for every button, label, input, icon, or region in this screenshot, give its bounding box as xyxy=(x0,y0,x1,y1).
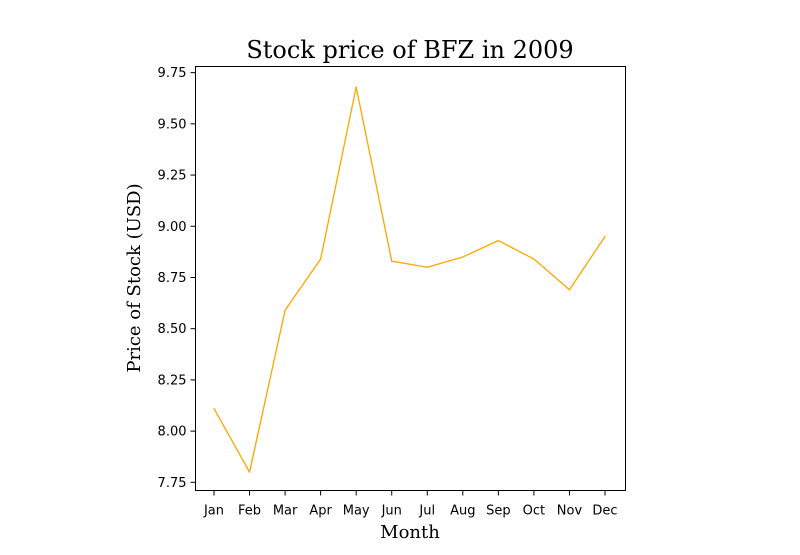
x-tick-label: Nov xyxy=(557,504,583,519)
data-point-nov xyxy=(568,289,571,291)
x-axis-label: Month xyxy=(380,522,440,543)
x-tick-label: May xyxy=(343,504,370,519)
y-tick-label: 9.50 xyxy=(158,117,187,132)
data-point-aug xyxy=(462,256,464,258)
data-point-jul xyxy=(426,266,428,268)
y-axis-label: Price of Stock (USD) xyxy=(124,183,145,372)
chart-title: Stock price of BFZ in 2009 xyxy=(246,36,573,64)
y-tick-label: 8.75 xyxy=(158,271,187,286)
y-tick-label: 9.25 xyxy=(158,169,187,184)
x-tick-label: Jan xyxy=(203,504,224,519)
series-line xyxy=(213,86,606,473)
y-tick-label: 8.00 xyxy=(158,425,187,440)
y-tick-label: 8.25 xyxy=(158,373,187,388)
x-tick-label: Apr xyxy=(309,504,332,519)
x-axis: Jan Feb Mar Apr May Jun Jul Aug Sep Oct Nov Dec xyxy=(203,490,618,519)
x-tick-label: Dec xyxy=(592,504,617,519)
data-point-sep xyxy=(497,240,499,242)
x-tick-label: Aug xyxy=(450,504,475,519)
x-tick-label: Oct xyxy=(523,504,545,519)
y-axis: 7.75 8.00 8.25 8.50 8.75 9.00 9.25 9.50 9.75 xyxy=(158,66,196,491)
x-tick-label: Sep xyxy=(486,504,511,519)
y-tick-label: 8.50 xyxy=(158,322,187,337)
data-point-feb xyxy=(248,471,251,473)
y-tick-label: 7.75 xyxy=(158,476,187,491)
y-tick-label: 9.75 xyxy=(158,66,187,81)
x-tick-label: Mar xyxy=(273,504,298,519)
data-point-jun xyxy=(391,260,393,262)
data-point-mar xyxy=(284,309,286,311)
data-point-oct xyxy=(533,258,535,260)
data-point-dec xyxy=(604,235,606,238)
data-point-jan xyxy=(213,407,215,410)
data-point-may xyxy=(355,86,357,88)
x-tick-label: Jul xyxy=(418,504,435,519)
plot-area-frame xyxy=(195,66,626,491)
y-tick-label: 9.00 xyxy=(158,220,187,235)
x-tick-label: Jun xyxy=(381,504,402,519)
data-point-apr xyxy=(320,258,322,260)
series-layer xyxy=(213,86,606,473)
x-tick-label: Feb xyxy=(238,504,261,519)
